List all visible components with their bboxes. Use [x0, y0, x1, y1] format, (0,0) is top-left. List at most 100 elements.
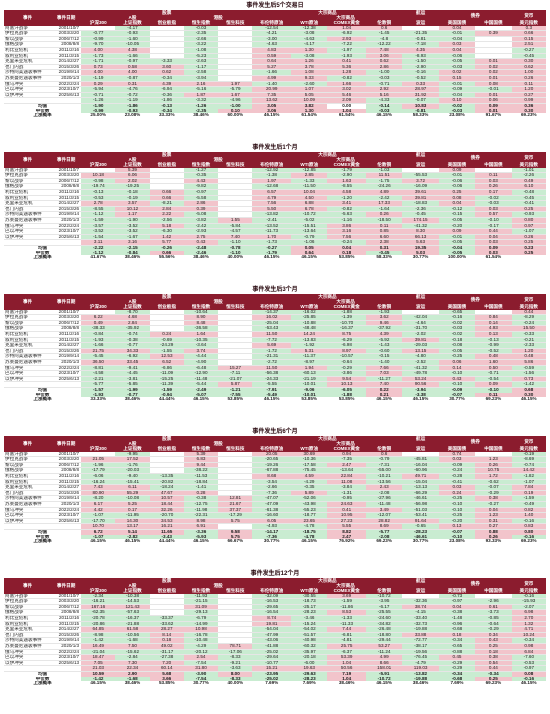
table-cell: 2.54	[183, 654, 219, 661]
table-cell: -19.26	[252, 462, 291, 469]
section-1: 事件发生后5个交易日 事件 事件日期 股票 大宗商品 航运 债券 货币 A股 港股 大宗商品 沪深30…	[4, 2, 546, 118]
stat-cell: 38.46%	[115, 397, 150, 402]
stat-cell: -5.93	[183, 534, 219, 540]
table-cell: -75.45	[291, 467, 328, 474]
stat-cell: -0.26	[149, 245, 184, 251]
table-cell: -1.20	[327, 195, 366, 202]
table-cell: -4.93	[252, 523, 291, 530]
table-cell: 0.08	[475, 81, 512, 88]
stat-cell: 53.85%	[291, 397, 328, 402]
table-cell: 2.16	[183, 81, 219, 88]
event-date: 2006/7/12	[51, 604, 82, 611]
table-cell: 1.07	[291, 86, 328, 93]
stat-cell: -5.49	[252, 392, 291, 398]
table-cell: -0.98	[81, 178, 116, 185]
table-cell: -1.42	[511, 381, 546, 388]
table-cell: -27.38	[149, 654, 184, 661]
stat-cell: 41.67%	[81, 255, 116, 260]
stat-cell: -1.21	[218, 387, 253, 393]
table-cell: 10.24	[511, 632, 546, 639]
event-date: 2011/2/16	[51, 473, 82, 480]
table-cell: 4.89	[365, 189, 403, 196]
table-cell: -3.52	[115, 223, 150, 230]
event-date: 2015/3/26	[51, 64, 82, 71]
table-cell: 0.54	[475, 660, 512, 667]
table-row: 巴以冲突 2023/10/7 -4.58 -4.45 -11.09 -12.90 -7.11…	[4, 370, 546, 377]
table-cell: 0.83	[511, 523, 546, 530]
table-cell: -5.79	[218, 86, 253, 93]
stat-cell: 1.30	[291, 108, 328, 114]
table-cell: -21.88	[115, 621, 150, 628]
group-a-share: A股	[81, 299, 184, 305]
stat-cell: -1.59	[149, 387, 184, 393]
table-cell: 4.68	[115, 314, 150, 321]
table-cell	[475, 36, 512, 43]
stat-cell: -2.35	[183, 108, 219, 114]
stat-cell: -2.08	[365, 534, 403, 540]
stat-cell: 46.15%	[81, 539, 116, 544]
table-cell: -0.97	[183, 189, 219, 196]
table-cell: 4.42	[81, 507, 116, 514]
table-cell: 6.22	[81, 314, 116, 321]
table-cell: -6.48	[183, 365, 219, 372]
stat-cell: 0.88	[475, 529, 512, 535]
stat-cell: 46.15%	[81, 681, 116, 686]
table-cell: 13.17	[115, 523, 150, 530]
table-cell: -3.33	[149, 58, 184, 65]
table-cell: 37.37	[218, 507, 253, 514]
table-cell: -1.60	[115, 36, 150, 43]
event-name	[4, 381, 52, 388]
table-cell: -0.29	[438, 660, 476, 667]
table-cell: 8.97	[327, 348, 366, 355]
table-cell: -2.42	[183, 223, 219, 230]
table-cell: -3.08	[291, 53, 328, 60]
table-cell: 6.10	[511, 183, 546, 190]
stat-cell: -2.82	[115, 534, 150, 540]
stat-cell: 0.25	[511, 250, 546, 256]
column-header: 美国国债	[438, 162, 476, 168]
table-cell: 5.63	[402, 239, 439, 246]
group-a-share: A股	[81, 583, 184, 589]
table-cell: 1.20	[511, 86, 546, 93]
table-cell: -31.17	[149, 649, 184, 656]
table-cell: -1.26	[81, 97, 116, 104]
table-cell: 5.77	[149, 239, 184, 246]
table-cell: -16.78	[183, 632, 219, 639]
table-cell: -10.35	[183, 337, 219, 344]
event-date: 2019/9/14	[51, 211, 82, 218]
table-cell: 0.41	[327, 58, 366, 65]
table-cell: -20.03	[115, 467, 150, 474]
stat-cell: 7.69%	[438, 681, 476, 686]
table-cell: 1.55	[218, 217, 253, 224]
stat-cell: -0.02	[438, 103, 476, 109]
table-row: 巴以冲突 2023/10/7 -5.94 -4.76 -6.94 -5.16 -5.79 20…	[4, 86, 546, 93]
stat-label: 上涨概率	[33, 681, 52, 686]
table-cell: -10.88	[291, 320, 328, 327]
event-name: 伊拉克战争	[4, 172, 52, 179]
table-cell: 14.24	[291, 331, 328, 338]
table-cell: -4.63	[291, 36, 328, 43]
table-cell: -2.60	[291, 81, 328, 88]
table-cell: 8.75	[327, 331, 366, 338]
table-cell	[218, 189, 253, 196]
table-cell: 0.02	[438, 69, 476, 76]
table-cell: -4.78	[291, 523, 328, 530]
table-cell: 2.22	[149, 211, 184, 218]
table-cell: -40.98	[291, 637, 328, 644]
table-cell: -42.04	[402, 314, 439, 321]
column-header: 创业板指	[149, 162, 184, 168]
event-date: 2008/8/8	[51, 467, 82, 474]
table-cell: -1.93	[327, 53, 366, 60]
table-cell: 3.86	[327, 223, 366, 230]
event-date: 2025/6/13	[51, 234, 82, 241]
stat-cell: 0.08	[511, 671, 546, 677]
table-cell: -0.27	[475, 501, 512, 508]
table-cell: -1.07	[81, 512, 116, 519]
table-cell: -1.08	[183, 47, 219, 54]
header-row-group: A股 港股 大宗商品	[4, 299, 546, 305]
stat-cell: 40.00%	[218, 681, 253, 686]
event-date: 2015/3/26	[51, 490, 82, 497]
stat-label: 上涨概率	[33, 539, 52, 544]
table-cell: -0.62	[475, 479, 512, 486]
table-row: 苏莱曼尼遇袭事件 2020/1/3 6.17 5.25 18.44 -12.75 21.67…	[4, 501, 546, 508]
